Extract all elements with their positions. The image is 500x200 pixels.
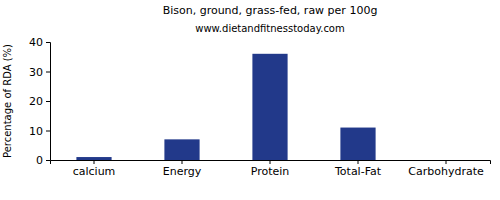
x-tick-label: Protein [251, 165, 290, 178]
x-tick-mark [182, 160, 183, 164]
bar [76, 157, 111, 160]
bar [252, 54, 287, 160]
x-tick: Total-Fat [334, 160, 382, 178]
x-axis: calcium Energy Protein Total-Fat Carbohydrat… [51, 160, 491, 178]
bar [428, 160, 463, 161]
bar [164, 139, 199, 160]
y-tick-label: 30 [29, 66, 43, 79]
y-tick-mark [46, 72, 50, 73]
y-tick-label: 10 [29, 125, 43, 138]
x-axis-line [51, 161, 491, 165]
x-tick-label: Energy [163, 165, 202, 178]
y-tick-mark [46, 101, 50, 102]
y-tick: 0 [36, 154, 50, 167]
y-tick-mark [46, 160, 50, 161]
chart-title: Bison, ground, grass-fed, raw per 100g [163, 4, 378, 17]
x-tick-mark [94, 160, 95, 164]
x-tick-mark [358, 160, 359, 164]
x-tick-label: Total-Fat [334, 165, 382, 178]
chart-subtitle: www.dietandfitnesstoday.com [195, 23, 344, 34]
y-axis-title: Percentage of RDA (%) [2, 44, 13, 158]
x-tick: calcium [73, 160, 116, 178]
y-axis-line [46, 43, 51, 161]
plot: 0 10 20 30 40 calcium Energy Protein Total-Fat Ca… [29, 36, 491, 178]
y-tick-mark [46, 131, 50, 132]
y-tick: 20 [29, 95, 50, 108]
y-tick-label: 0 [36, 154, 43, 167]
x-tick-mark [446, 160, 447, 164]
x-tick-label: calcium [73, 165, 116, 178]
y-tick-label: 20 [29, 95, 43, 108]
y-tick: 40 [29, 36, 50, 49]
x-tick: Carbohydrate [408, 160, 484, 178]
y-tick: 10 [29, 125, 50, 138]
y-axis: 0 10 20 30 40 [29, 36, 51, 167]
x-tick: Protein [251, 160, 290, 178]
x-tick-mark [270, 160, 271, 164]
x-tick: Energy [163, 160, 202, 178]
x-tick-label: Carbohydrate [408, 165, 484, 178]
bars [76, 54, 375, 160]
y-tick-mark [46, 42, 50, 43]
y-tick: 30 [29, 66, 50, 79]
bar [340, 128, 375, 160]
y-tick-label: 40 [29, 36, 43, 49]
